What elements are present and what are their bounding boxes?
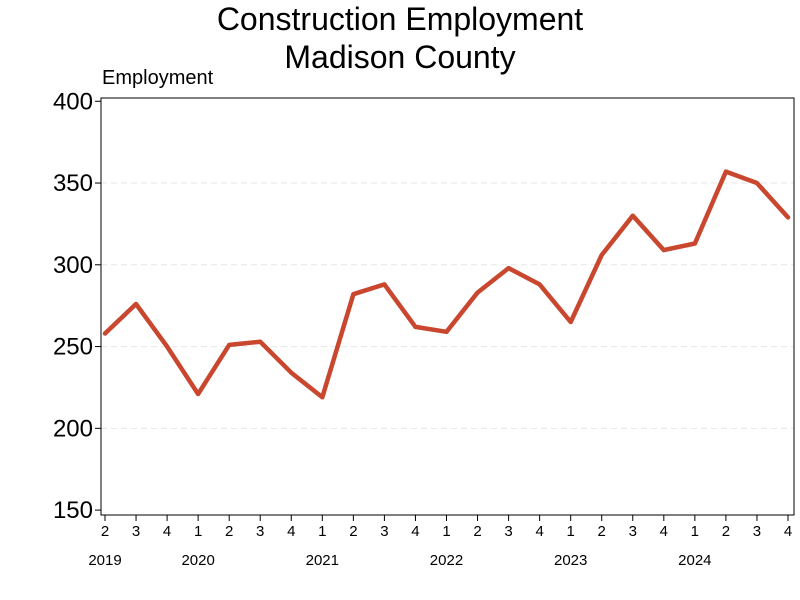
x-tick-label: 3 bbox=[629, 523, 637, 540]
y-tick-label: 250 bbox=[53, 334, 93, 361]
data-point bbox=[289, 370, 294, 375]
data-point bbox=[568, 320, 573, 325]
data-point bbox=[134, 302, 139, 307]
data-point bbox=[103, 331, 107, 336]
x-year-label: 2019 bbox=[88, 552, 121, 569]
gridlines bbox=[101, 182, 794, 429]
chart-title: Construction Employment bbox=[216, 1, 584, 37]
data-point bbox=[785, 215, 790, 220]
data-point bbox=[630, 213, 635, 218]
data-point bbox=[723, 169, 728, 174]
data-point bbox=[444, 329, 449, 334]
data-point bbox=[413, 324, 418, 329]
x-axis-ticks: 2 3 4 1 2 3 4 1 2 3 4 1 2 3 4 1 2 3 4 1 2 3 4 2019 2020 2021 2022 2… bbox=[88, 515, 792, 569]
data-point bbox=[599, 252, 604, 257]
data-point bbox=[537, 282, 542, 287]
data-point bbox=[754, 181, 759, 186]
x-tick-label: 1 bbox=[691, 523, 699, 540]
x-tick-label: 4 bbox=[535, 523, 543, 540]
x-tick-label: 3 bbox=[256, 523, 264, 540]
x-tick-label: 3 bbox=[504, 523, 512, 540]
data-point bbox=[320, 395, 325, 400]
y-axis-label: Employment bbox=[102, 67, 214, 89]
x-tick-label: 4 bbox=[660, 523, 668, 540]
x-tick-label: 2 bbox=[225, 523, 233, 540]
data-point bbox=[661, 248, 666, 253]
data-point bbox=[165, 344, 170, 349]
data-point bbox=[382, 282, 387, 287]
plot-frame bbox=[100, 97, 795, 516]
x-tick-label: 2 bbox=[473, 523, 481, 540]
data-point bbox=[196, 391, 201, 396]
x-tick-label: 3 bbox=[132, 523, 140, 540]
x-tick-label: 4 bbox=[784, 523, 792, 540]
x-year-label: 2024 bbox=[678, 552, 711, 569]
series-group bbox=[102, 169, 791, 400]
x-tick-label: 3 bbox=[753, 523, 761, 540]
data-point bbox=[351, 292, 356, 297]
y-tick-label: 350 bbox=[53, 170, 93, 197]
x-tick-label: 4 bbox=[411, 523, 419, 540]
x-tick-label: 3 bbox=[380, 523, 388, 540]
x-year-label: 2020 bbox=[181, 552, 214, 569]
x-year-label: 2021 bbox=[306, 552, 339, 569]
data-point bbox=[475, 290, 480, 295]
x-tick-label: 1 bbox=[318, 523, 326, 540]
y-tick-label: 150 bbox=[53, 497, 93, 524]
x-tick-label: 1 bbox=[567, 523, 575, 540]
x-year-label: 2023 bbox=[554, 552, 587, 569]
chart-subtitle: Madison County bbox=[284, 39, 516, 75]
x-tick-label: 2 bbox=[101, 523, 109, 540]
y-axis-ticks: 150 200 250 300 350 400 bbox=[53, 88, 101, 524]
data-point bbox=[258, 339, 263, 344]
x-tick-label: 2 bbox=[349, 523, 357, 540]
series-line bbox=[102, 169, 791, 400]
y-tick-label: 200 bbox=[53, 415, 93, 442]
y-tick-label: 300 bbox=[53, 252, 93, 279]
x-tick-label: 1 bbox=[442, 523, 450, 540]
data-point bbox=[227, 342, 232, 347]
x-year-label: 2022 bbox=[430, 552, 463, 569]
x-tick-label: 4 bbox=[287, 523, 295, 540]
data-point bbox=[692, 241, 697, 246]
x-tick-label: 2 bbox=[598, 523, 606, 540]
x-tick-label: 4 bbox=[163, 523, 171, 540]
x-tick-label: 2 bbox=[722, 523, 730, 540]
x-tick-label: 1 bbox=[194, 523, 202, 540]
data-point bbox=[506, 266, 511, 271]
y-tick-label: 400 bbox=[53, 88, 93, 115]
